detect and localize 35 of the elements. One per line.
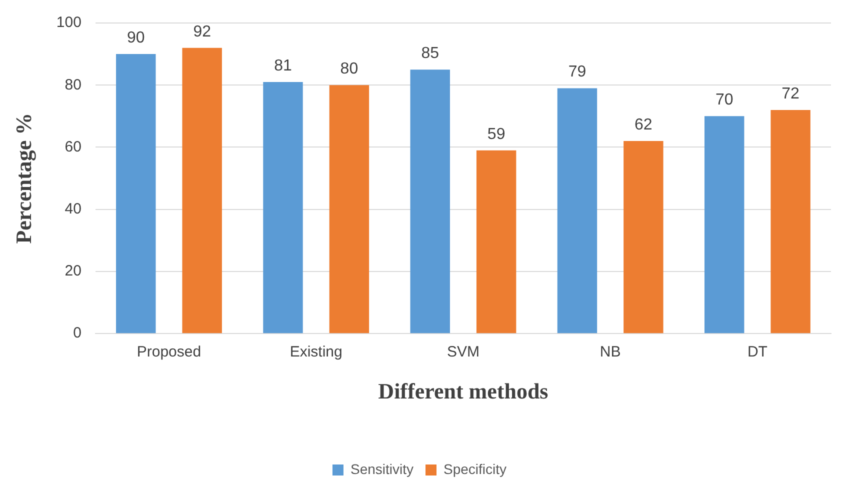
y-tick-label: 20 [64,262,82,280]
bar [624,141,664,334]
bar [182,48,222,334]
y-tick-label: 80 [64,76,82,94]
bar [329,85,370,334]
data-label: 72 [782,85,800,102]
bar [263,82,303,334]
data-label: 59 [487,126,506,143]
y-tick-label: 0 [73,324,82,342]
data-label: 85 [421,44,440,62]
bar [770,110,810,334]
bar [557,88,598,334]
y-axis-title: Percentage % [10,112,36,244]
y-tick-label: 40 [64,200,82,218]
x-tick-label: NB [600,344,621,361]
x-tick-label: DT [747,344,768,361]
data-label: 79 [568,64,586,81]
x-tick-label: SVM [446,344,480,361]
legend-label: Sensitivity [350,460,414,477]
bar [704,116,744,334]
x-tick-label: Proposed [136,344,202,361]
data-label: 70 [715,92,734,109]
data-label: 80 [340,60,358,78]
y-tick-label: 100 [56,14,82,32]
data-label: 62 [634,116,652,134]
x-axis-title: Different methods [378,378,549,404]
bar [476,150,516,334]
data-label: 90 [126,29,145,46]
data-label: 81 [274,57,292,74]
bar [116,54,156,334]
y-tick-label: 60 [64,138,82,156]
legend-label: Specificity [444,460,507,477]
x-tick-label: Existing [290,344,342,361]
data-label: 92 [193,23,212,40]
bar [410,70,450,334]
